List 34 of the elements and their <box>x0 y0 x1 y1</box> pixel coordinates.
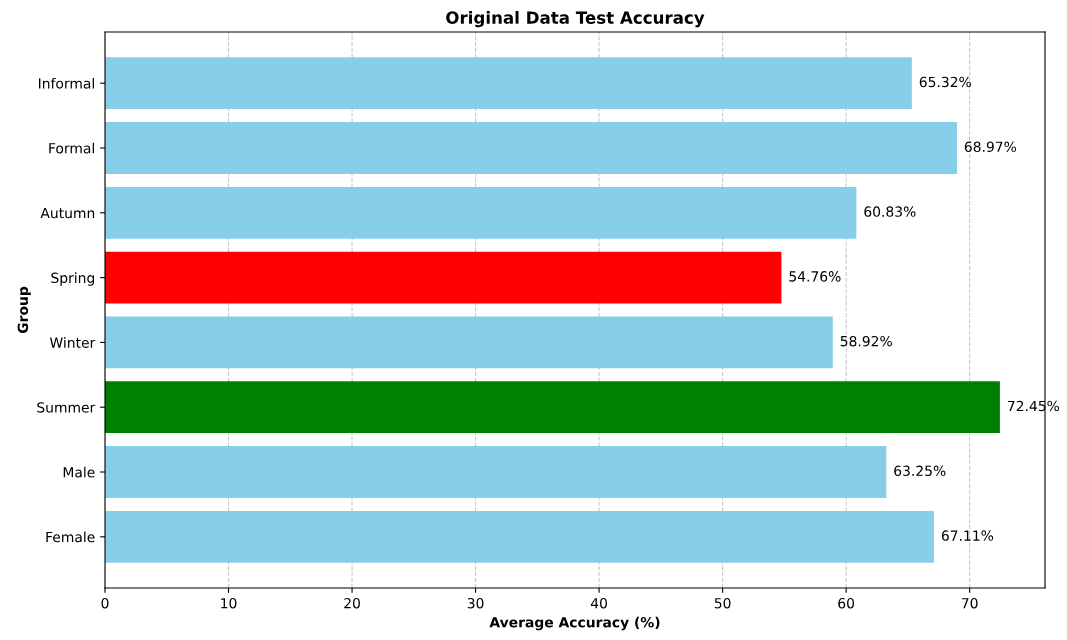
bar <box>105 381 1000 434</box>
chart-title: Original Data Test Accuracy <box>446 11 705 28</box>
y-tick-label: Formal <box>49 142 94 154</box>
data-label: 65.32% <box>919 76 971 88</box>
y-tick-label: Female <box>46 531 95 543</box>
y-axis-title: Group <box>17 286 31 334</box>
y-tick-label: Spring <box>51 272 95 286</box>
x-tick-label: 50 <box>714 597 731 609</box>
data-label: 60.83% <box>864 206 916 217</box>
data-label: 58.92% <box>840 335 892 347</box>
x-tick-label: 40 <box>590 597 607 609</box>
x-tick-label: 30 <box>467 597 484 609</box>
x-tick-label: 70 <box>961 597 978 609</box>
x-tick-label: 20 <box>344 597 360 609</box>
y-tick-label: Winter <box>49 337 96 348</box>
x-axis-title: Average Accuracy (%) <box>489 616 660 631</box>
bar <box>105 446 887 498</box>
data-label: 54.76% <box>789 271 841 282</box>
bar <box>105 251 782 304</box>
bar <box>105 316 833 369</box>
data-label: 63.25% <box>894 465 946 477</box>
bar <box>105 510 934 563</box>
y-tick-label: Autumn <box>40 207 95 219</box>
y-tick-label: Male <box>63 466 95 478</box>
bar <box>105 57 912 110</box>
y-tick-label: Informal <box>38 77 94 89</box>
x-tick-label: 60 <box>838 597 855 609</box>
bar <box>105 186 857 239</box>
data-label: 68.97% <box>964 141 1017 153</box>
bar <box>105 122 957 174</box>
x-tick-label: 0 <box>101 597 109 609</box>
x-tick-label: 10 <box>221 597 237 609</box>
data-label: 67.11% <box>941 530 994 541</box>
y-tick-label: Summer <box>37 402 96 413</box>
